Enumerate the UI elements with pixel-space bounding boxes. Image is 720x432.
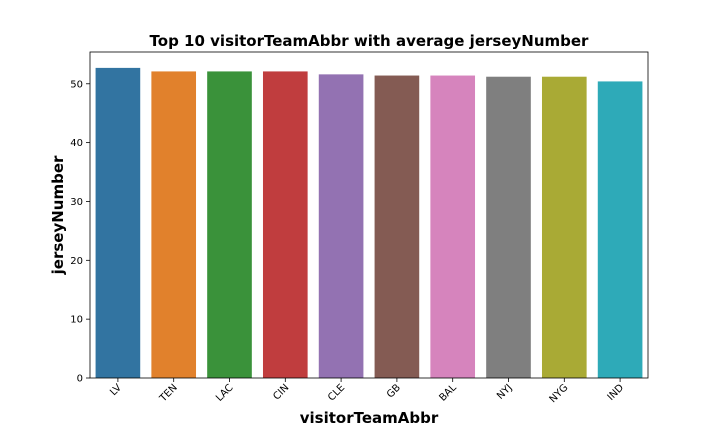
bar-lac [207, 71, 252, 379]
y-tick-label: 50 [70, 79, 83, 90]
bars-group [95, 67, 643, 379]
bar-nyg [541, 76, 587, 379]
bar-lv [95, 67, 141, 378]
bar-cle [318, 74, 364, 379]
bar-nyj [486, 76, 531, 379]
y-tick-label: 0 [77, 374, 83, 385]
y-tick-label: 20 [70, 256, 83, 267]
y-axis-label: jerseyNumber [49, 155, 67, 275]
y-tick-label: 30 [70, 197, 83, 208]
y-tick-label: 10 [70, 315, 83, 326]
bar-ind [597, 81, 643, 379]
plot-frame [89, 51, 649, 379]
bar-cin [262, 71, 308, 379]
bar-bal [430, 75, 476, 378]
chart-title: Top 10 visitorTeamAbbr with average jers… [150, 32, 589, 50]
bar-ten [151, 71, 197, 379]
y-axis-ticks: 0 10 20 30 40 50 [70, 79, 90, 385]
y-tick-label: 40 [70, 138, 83, 149]
bar-gb [374, 75, 420, 378]
x-axis-label: visitorTeamAbbr [300, 409, 439, 427]
